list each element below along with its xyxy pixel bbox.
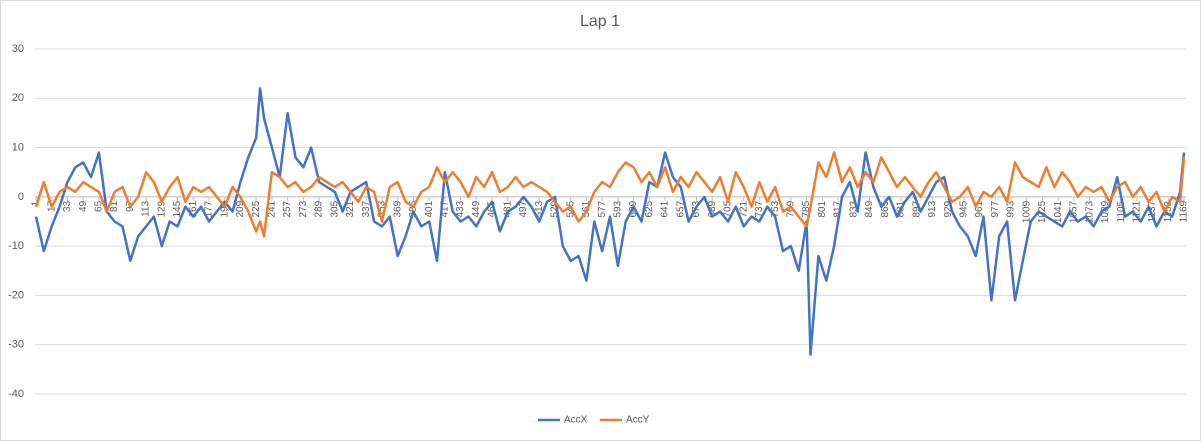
y-tick-label: -40 (8, 388, 24, 400)
x-tick-label: 769 (786, 200, 797, 217)
y-tick-label: -30 (8, 339, 24, 351)
x-tick-label: 129 (156, 200, 167, 217)
x-tick-label: 977 (990, 200, 1001, 217)
x-tick-label: 337 (361, 200, 372, 217)
x-tick-label: 513 (534, 200, 545, 217)
x-tick-label: 1121 (1131, 200, 1142, 222)
chart-title: Lap 1 (580, 13, 620, 30)
x-tick-label: 449 (471, 200, 482, 217)
x-tick-label: 65 (94, 200, 105, 212)
x-tick-label: 593 (613, 200, 624, 217)
x-tick-label: 641 (660, 200, 671, 217)
y-tick-label: 0 (18, 191, 24, 203)
x-tick-label: 1153 (1163, 200, 1174, 222)
x-tick-label: 929 (943, 200, 954, 217)
x-tick-label: 1073 (1084, 200, 1095, 223)
x-tick-label: 465 (487, 200, 498, 217)
x-tick-label: 417 (440, 200, 451, 217)
x-tick-label: 945 (959, 200, 970, 217)
x-tick-label: 737 (754, 200, 765, 217)
x-tick-label: 145 (172, 200, 183, 217)
x-tick-label: 913 (927, 200, 938, 217)
x-tick-label: 1105 (1116, 200, 1127, 222)
y-tick-label: 20 (12, 92, 24, 104)
x-tick-label: 369 (392, 200, 403, 217)
x-tick-label: 273 (298, 200, 309, 217)
x-tick-label: 401 (424, 200, 435, 217)
x-tick-label: 33 (62, 200, 73, 212)
x-tick-label: 497 (518, 200, 529, 217)
legend-label: AccX (564, 415, 588, 426)
x-tick-label: 241 (267, 200, 278, 217)
x-tick-label: 257 (282, 200, 293, 217)
x-tick-label: 481 (502, 200, 513, 217)
x-tick-label: 113 (141, 200, 152, 216)
x-tick-label: 657 (675, 200, 686, 217)
legend-label: AccY (626, 415, 650, 426)
x-tick-label: 1089 (1100, 200, 1111, 223)
x-tick-label: 177 (204, 200, 215, 217)
x-tick-label: 1137 (1147, 200, 1158, 222)
x-tick-label: 753 (770, 200, 781, 217)
x-tick-label: 865 (880, 200, 891, 217)
x-tick-label: 321 (345, 200, 356, 217)
x-tick-label: 705 (723, 200, 734, 217)
x-tick-label: 353 (377, 200, 388, 217)
x-tick-label: 305 (329, 200, 340, 217)
x-tick-label: 209 (235, 200, 246, 217)
y-tick-label: 10 (12, 141, 24, 153)
x-tick-label: 849 (864, 200, 875, 217)
x-tick-label: 193 (219, 200, 230, 217)
x-tick-label: 801 (817, 200, 828, 217)
x-tick-label: 1025 (1037, 200, 1048, 223)
x-tick-label: 1009 (1021, 200, 1032, 223)
x-tick-label: 689 (707, 200, 718, 217)
y-tick-label: 30 (12, 43, 24, 55)
x-tick-label: 225 (251, 200, 262, 217)
x-tick-label: 993 (1006, 200, 1017, 217)
y-tick-label: -20 (8, 289, 24, 301)
x-tick-label: 625 (644, 200, 655, 217)
x-tick-label: 81 (109, 200, 120, 212)
x-tick-label: 577 (597, 200, 608, 217)
x-tick-label: 1169 (1179, 200, 1190, 222)
series-line (34, 87, 1186, 356)
x-tick-label: 721 (738, 200, 749, 217)
x-tick-label: 385 (408, 200, 419, 217)
x-tick-label: 433 (455, 200, 466, 217)
x-tick-label: 289 (314, 200, 325, 217)
x-tick-label: 1057 (1069, 200, 1080, 223)
x-tick-label: 897 (911, 200, 922, 217)
x-tick-label: 161 (188, 200, 199, 217)
x-tick-label: 833 (848, 200, 859, 217)
x-tick-label: 49 (78, 200, 89, 212)
series-line (34, 151, 1186, 238)
x-tick-label: 529 (550, 200, 561, 217)
x-tick-label: 961 (974, 200, 985, 217)
x-tick-label: 1041 (1053, 200, 1064, 223)
y-tick-label: -10 (8, 240, 24, 252)
x-tick-label: 785 (801, 200, 812, 217)
x-tick-label: 817 (833, 200, 844, 217)
